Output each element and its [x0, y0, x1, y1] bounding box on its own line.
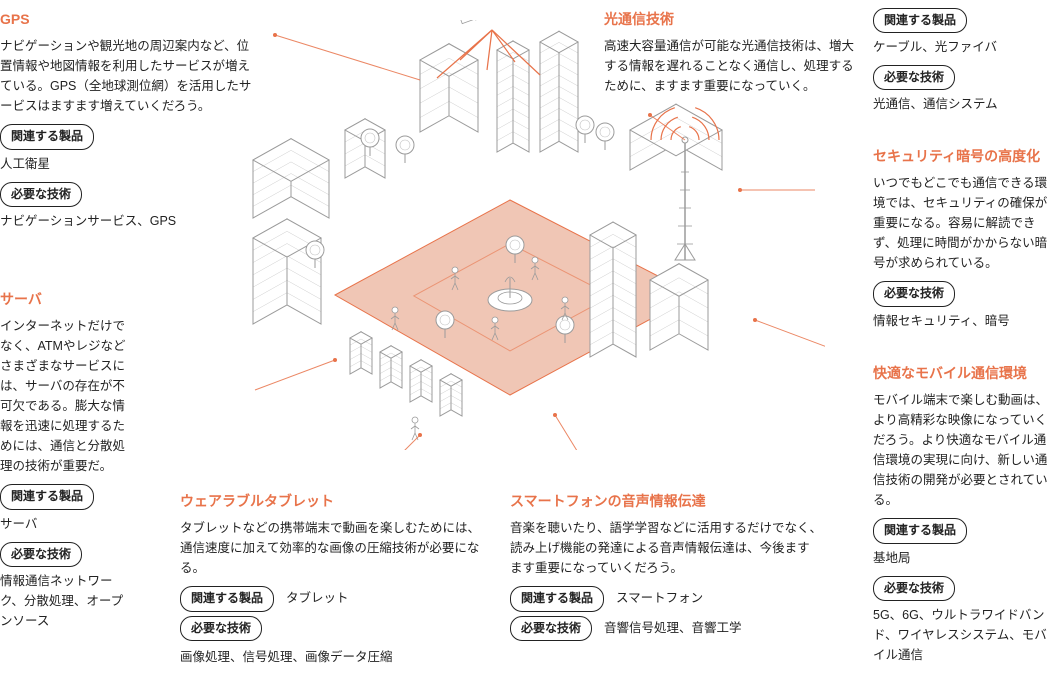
mobile-title: 快適なモバイル通信環境 — [873, 362, 1050, 384]
pill-related: 関連する製品 — [180, 586, 274, 611]
block-mobile: 快適なモバイル通信環境 モバイル端末で楽しむ動画は、より高精彩な映像になっていく… — [873, 362, 1050, 673]
pill-related: 関連する製品 — [0, 124, 94, 149]
pill-tech: 必要な技術 — [510, 616, 592, 641]
mobile-desc: モバイル端末で楽しむ動画は、より高精彩な映像になっていくだろう。より快適なモバイ… — [873, 390, 1050, 510]
pill-tech: 必要な技術 — [873, 281, 955, 306]
optical-desc: 高速大容量通信が可能な光通信技術は、増大する情報を遅れることなく通信し、処理する… — [604, 36, 864, 96]
pill-tech: 必要な技術 — [873, 576, 955, 601]
smartphone-title: スマートフォンの音声情報伝達 — [510, 490, 822, 512]
block-optical-meta: 関連する製品 ケーブル、光ファイバ 必要な技術 光通信、通信システム — [873, 8, 1048, 122]
smartphone-tech: 音響信号処理、音響工学 — [604, 618, 742, 638]
optical-title: 光通信技術 — [604, 8, 864, 30]
security-desc: いつでもどこでも通信できる環境では、セキュリティの確保が重要になる。容易に解読で… — [873, 173, 1050, 273]
security-title: セキュリティ暗号の高度化 — [873, 145, 1050, 167]
pill-tech: 必要な技術 — [0, 182, 82, 207]
block-wearable: ウェアラブルタブレット タブレットなどの携帯端末で動画を楽しむためには、通信速度… — [180, 490, 480, 671]
pill-tech: 必要な技術 — [0, 542, 82, 567]
optical-tech: 光通信、通信システム — [873, 94, 1048, 114]
security-tech: 情報セキュリティ、暗号 — [873, 311, 1050, 331]
pill-related: 関連する製品 — [510, 586, 604, 611]
optical-related: ケーブル、光ファイバ — [873, 37, 1048, 57]
server-tech: 情報通信ネットワーク、分散処理、オープンソース — [0, 571, 135, 631]
gps-desc: ナビゲーションや観光地の周辺案内など、位置情報や地図情報を利用したサービスが増え… — [0, 36, 258, 116]
pill-tech: 必要な技術 — [873, 65, 955, 90]
server-related: サーバ — [0, 514, 135, 534]
pill-related: 関連する製品 — [873, 8, 967, 33]
smartphone-related: スマートフォン — [616, 588, 703, 608]
gps-tech: ナビゲーションサービス、GPS — [0, 211, 258, 231]
smartphone-desc: 音楽を聴いたり、語学学習などに活用するだけでなく、読み上げ機能の発達による音声情… — [510, 518, 822, 578]
wearable-tech: 画像処理、信号処理、画像データ圧縮 — [180, 647, 393, 667]
wearable-desc: タブレットなどの携帯端末で動画を楽しむためには、通信速度に加えて効率的な画像の圧… — [180, 518, 480, 578]
wearable-related: タブレット — [286, 588, 349, 608]
pill-related: 関連する製品 — [873, 518, 967, 543]
mobile-related: 基地局 — [873, 548, 1050, 568]
pill-tech: 必要な技術 — [180, 616, 262, 641]
server-title: サーバ — [0, 288, 135, 310]
gps-related: 人工衛星 — [0, 154, 258, 174]
block-smartphone: スマートフォンの音声情報伝達 音楽を聴いたり、語学学習などに活用するだけでなく、… — [510, 490, 822, 645]
block-server: サーバ インターネットだけでなく、ATMやレジなどさまざまなサービスには、サーバ… — [0, 288, 135, 639]
block-security: セキュリティ暗号の高度化 いつでもどこでも通信できる環境では、セキュリティの確保… — [873, 145, 1050, 339]
gps-title: GPS — [0, 8, 258, 30]
block-optical: 光通信技術 高速大容量通信が可能な光通信技術は、増大する情報を遅れることなく通信… — [604, 8, 864, 104]
block-gps: GPS ナビゲーションや観光地の周辺案内など、位置情報や地図情報を利用したサービ… — [0, 8, 258, 239]
pill-related: 関連する製品 — [0, 484, 94, 509]
server-desc: インターネットだけでなく、ATMやレジなどさまざまなサービスには、サーバの存在が… — [0, 316, 135, 476]
wearable-title: ウェアラブルタブレット — [180, 490, 480, 512]
mobile-tech: 5G、6G、ウルトラワイドバンド、ワイヤレスシステム、モバイル通信 — [873, 605, 1050, 665]
